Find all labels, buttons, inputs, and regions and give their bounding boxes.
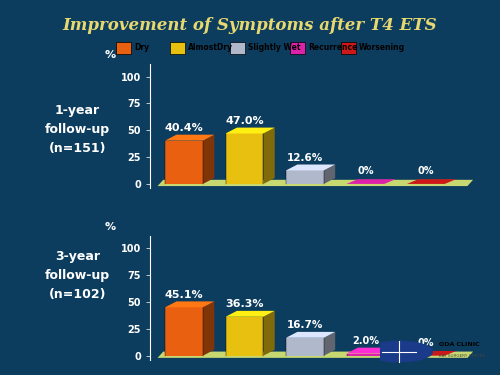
Polygon shape — [346, 179, 396, 184]
Text: 0%: 0% — [418, 166, 434, 176]
Text: 40.4%: 40.4% — [164, 123, 203, 133]
Text: 47.0%: 47.0% — [225, 116, 264, 126]
Polygon shape — [324, 332, 335, 356]
Polygon shape — [226, 311, 274, 317]
Polygon shape — [286, 170, 324, 184]
Circle shape — [366, 341, 432, 362]
Text: Dry: Dry — [134, 44, 149, 52]
Bar — [230, 42, 245, 54]
Polygon shape — [264, 311, 274, 356]
Bar — [341, 42, 356, 54]
Text: 1-year
follow-up
(n=151): 1-year follow-up (n=151) — [45, 104, 110, 155]
Text: ODA CLINIC: ODA CLINIC — [439, 342, 480, 347]
Text: 45.1%: 45.1% — [164, 290, 203, 300]
Text: Recurrence: Recurrence — [308, 44, 358, 52]
Text: 0%: 0% — [418, 338, 434, 348]
Polygon shape — [264, 128, 274, 184]
Polygon shape — [226, 317, 264, 356]
Polygon shape — [286, 165, 335, 170]
Text: 0%: 0% — [357, 166, 374, 176]
Polygon shape — [203, 302, 214, 356]
Text: Improvement of Symptoms after T4 ETS: Improvement of Symptoms after T4 ETS — [62, 17, 438, 34]
Bar — [170, 42, 185, 54]
Polygon shape — [165, 302, 214, 307]
Polygon shape — [346, 354, 385, 356]
Text: EAT SURGERY CENTER: EAT SURGERY CENTER — [439, 354, 485, 358]
Polygon shape — [286, 338, 324, 356]
Polygon shape — [158, 180, 473, 186]
Polygon shape — [226, 134, 264, 184]
Text: 3-year
follow-up
(n=102): 3-year follow-up (n=102) — [45, 250, 110, 301]
Polygon shape — [165, 135, 214, 141]
Text: %: % — [104, 50, 116, 60]
Polygon shape — [407, 351, 456, 356]
Polygon shape — [346, 348, 396, 354]
Text: 16.7%: 16.7% — [287, 320, 323, 330]
Polygon shape — [324, 165, 335, 184]
Text: 12.6%: 12.6% — [287, 153, 323, 163]
Polygon shape — [286, 332, 335, 338]
Polygon shape — [158, 352, 473, 358]
Bar — [116, 42, 131, 54]
Polygon shape — [203, 135, 214, 184]
Text: 2.0%: 2.0% — [352, 336, 379, 346]
Polygon shape — [165, 141, 203, 184]
Polygon shape — [407, 179, 456, 184]
Text: 36.3%: 36.3% — [225, 299, 264, 309]
Polygon shape — [226, 128, 274, 134]
Bar — [290, 42, 305, 54]
Polygon shape — [165, 308, 203, 356]
Text: %: % — [104, 222, 116, 232]
Text: Slightly Wet: Slightly Wet — [248, 44, 300, 52]
Polygon shape — [384, 348, 396, 356]
Text: Worsening: Worsening — [359, 44, 405, 52]
Text: AlmostDry: AlmostDry — [188, 44, 233, 52]
